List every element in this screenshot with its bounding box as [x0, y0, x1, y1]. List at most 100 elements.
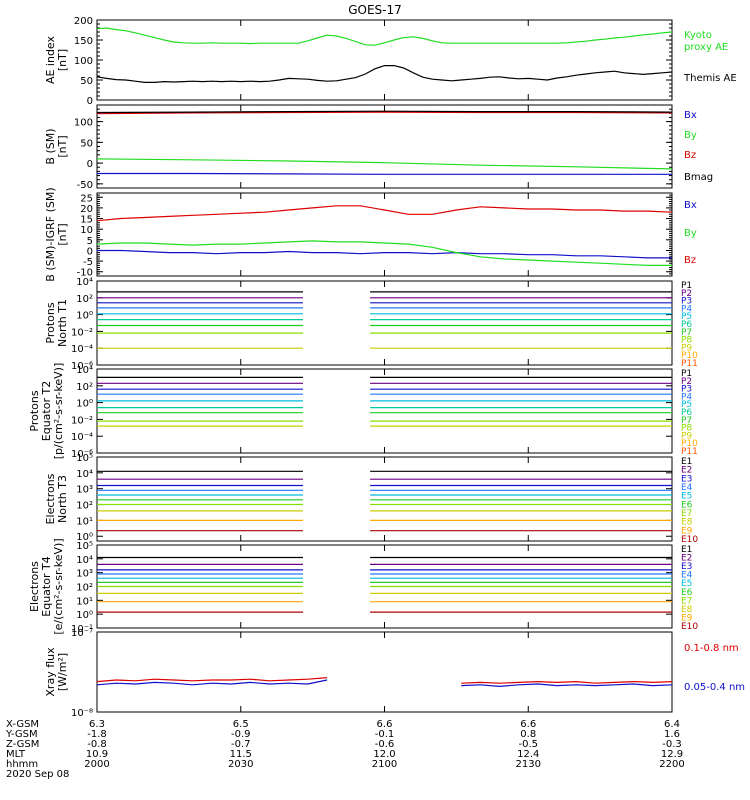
legend-item: E6 [681, 500, 693, 510]
panel-pnorth: 10⁻⁶ 10⁻⁴ 10⁻² 10⁰ 10² 10⁴ Protons North T1 P1P2… [44, 277, 698, 372]
y-tick-label: 10⁻² [71, 415, 93, 426]
footer-value: 6.3 [89, 719, 105, 730]
legend-item: Bz [684, 255, 696, 266]
y-axis-label: Equator T2 [40, 381, 53, 441]
y-tick-label: 10⁰ [76, 610, 93, 621]
y-tick-label: 10⁴ [76, 277, 93, 288]
y-tick-label: 10⁰ [76, 311, 93, 322]
y-axis-label: [nT] [56, 49, 69, 71]
legend-item: E9 [681, 613, 693, 623]
y-axis-label: AE index [44, 35, 57, 84]
panel-pequator: 10⁻⁶ 10⁻⁴ 10⁻² 10⁰ 10² 10⁴ Protons Equator T2 [p… [28, 363, 698, 460]
legend-item: E7 [681, 509, 692, 519]
y-tick-label: 5 [87, 236, 93, 247]
footer-value: 6.4 [664, 719, 680, 730]
y-tick-label: 50 [80, 76, 93, 87]
y-tick-label: 10⁻⁷ [71, 628, 93, 639]
footer-value: -0.3 [662, 739, 682, 750]
y-tick-label: 10⁻⁴ [71, 432, 93, 443]
footer-value: 6.5 [233, 719, 249, 730]
y-axis-label: Protons [44, 302, 57, 343]
legend-item: P3 [681, 385, 692, 395]
y-axis-label: [p/(cm²-s-sr-keV)] [52, 363, 65, 460]
y-tick-label: 10⁻¹ [71, 624, 93, 635]
y-axis-label: Electrons [44, 473, 57, 524]
legend-item: Bmag [684, 172, 713, 183]
legend-item: E1 [681, 545, 692, 555]
footer-value: 12.0 [373, 749, 395, 760]
y-tick-label: 10⁻⁴ [71, 344, 93, 355]
footer-value: -0.8 [87, 739, 107, 750]
legend-item: E5 [681, 579, 692, 589]
y-tick-label: 10² [76, 501, 93, 512]
legend-item: P11 [681, 359, 698, 369]
footer-value: 6.6 [377, 719, 393, 730]
panel-frame [96, 280, 673, 366]
panel-xray: 10⁻⁸ 10⁻⁷ Xray flux [W/m²] 0.1-0.8 nm 0.05-0.… [44, 628, 745, 719]
chart-title: GOES-17 [348, 3, 402, 17]
y-tick-label: 15 [80, 215, 93, 226]
series-line-by [96, 240, 672, 266]
legend-item: P10 [681, 351, 698, 361]
y-axis-label: North T1 [56, 299, 69, 347]
legend-item: Bz [684, 150, 696, 161]
y-tick-label: 10³ [76, 485, 93, 496]
series-line-0-05-0-4-nm [461, 683, 673, 688]
series-line-bx [97, 249, 672, 259]
footer-value: 2030 [228, 759, 253, 770]
y-tick-label: -5 [83, 257, 93, 268]
legend-item: Bx [684, 200, 697, 211]
legend-item: P5 [681, 312, 692, 322]
y-axis-label: [W/m²] [56, 653, 69, 691]
y-tick-label: 10⁻² [71, 327, 93, 338]
footer-row-label: Z-GSM [6, 739, 39, 750]
legend-item: E8 [681, 605, 693, 615]
y-tick-label: 10² [76, 583, 93, 594]
y-axis-label: Electrons [28, 561, 41, 612]
y-axis-label: [nT] [56, 223, 69, 245]
y-tick-label: 10⁰ [76, 399, 93, 410]
y-axis-label: Equator T4 [40, 556, 53, 616]
footer-value: 6.6 [520, 719, 536, 730]
legend-item: P7 [681, 328, 692, 338]
y-tick-label: 10⁰ [76, 532, 93, 543]
legend-item: E7 [681, 596, 692, 606]
footer-row-label: MLT [6, 749, 26, 760]
y-tick-label: 10⁵ [76, 453, 93, 464]
footer-value: 12.4 [517, 749, 539, 760]
footer-value: 2200 [659, 759, 684, 770]
legend-item: P4 [681, 304, 692, 314]
y-tick-label: -50 [77, 180, 93, 191]
panel-bsm: -50 0 50 100 B (SM) [nT] Bx By Bz Bmag [44, 104, 713, 191]
y-axis-label: [nT] [56, 135, 69, 157]
panel-frame [96, 631, 673, 713]
legend-item: E6 [681, 588, 693, 598]
legend-item: E5 [681, 492, 692, 502]
series-line-kyoto-proxy-ae [96, 27, 673, 46]
footer-value: 0.8 [520, 729, 536, 740]
y-tick-label: 25 [80, 193, 93, 204]
series-line-bz [96, 205, 673, 222]
legend-item: P8 [681, 424, 692, 434]
legend-item: E10 [681, 535, 698, 545]
y-axis-label: B (SM) [44, 128, 57, 164]
footer-value: 12.9 [661, 749, 683, 760]
panel-frame [96, 192, 673, 277]
series-line-0-05-0-4-nm [96, 679, 328, 686]
y-tick-label: 10² [76, 382, 93, 393]
legend-item: Bx [684, 110, 697, 121]
series-line-0-1-0-8-nm [461, 680, 673, 684]
y-tick-label: 10⁻⁸ [71, 708, 93, 719]
footer-value: -0.7 [231, 739, 251, 750]
footer-value: 2130 [516, 759, 541, 770]
panel-frame [96, 104, 673, 189]
legend-item: P5 [681, 400, 692, 410]
series-line-bmag [96, 110, 673, 114]
legend-item: 0.05-0.4 nm [684, 682, 745, 693]
y-tick-label: 10⁴ [76, 555, 93, 566]
footer-value: -0.9 [231, 729, 251, 740]
